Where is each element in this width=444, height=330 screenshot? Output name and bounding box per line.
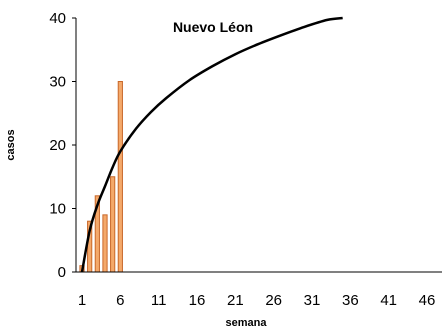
x-tick-label: 26 bbox=[265, 292, 282, 309]
x-tick-label: 1 bbox=[78, 292, 86, 309]
line-layer bbox=[80, 16, 343, 273]
x-tick-label: 11 bbox=[151, 292, 167, 309]
y-tick-label: 10 bbox=[49, 201, 66, 218]
y-ticks-layer: 0 10 20 30 40 bbox=[49, 10, 76, 281]
y-tick-label: 30 bbox=[49, 74, 66, 91]
x-tick-label: 21 bbox=[227, 292, 244, 309]
x-tick-label: 41 bbox=[380, 292, 397, 309]
bar bbox=[102, 214, 108, 273]
bar bbox=[117, 81, 123, 273]
x-tick-label: 46 bbox=[419, 292, 436, 309]
axes-layer bbox=[75, 18, 442, 273]
x-tick-label: 36 bbox=[342, 292, 359, 309]
x-ticks-layer: 1 6 11 16 21 26 31 36 41 46 bbox=[78, 292, 436, 309]
x-tick-label: 16 bbox=[189, 292, 206, 309]
x-tick-label: 6 bbox=[116, 292, 124, 309]
x-axis-title: semana bbox=[226, 317, 268, 329]
y-tick-label: 0 bbox=[58, 264, 66, 281]
y-tick-label: 40 bbox=[49, 10, 66, 27]
chart-title: Nuevo Léon bbox=[173, 19, 253, 35]
y-tick-label: 20 bbox=[49, 137, 66, 154]
bar bbox=[110, 176, 116, 273]
trend-line bbox=[80, 16, 343, 273]
x-tick-label: 31 bbox=[304, 292, 321, 309]
y-axis-title: casos bbox=[5, 129, 17, 160]
